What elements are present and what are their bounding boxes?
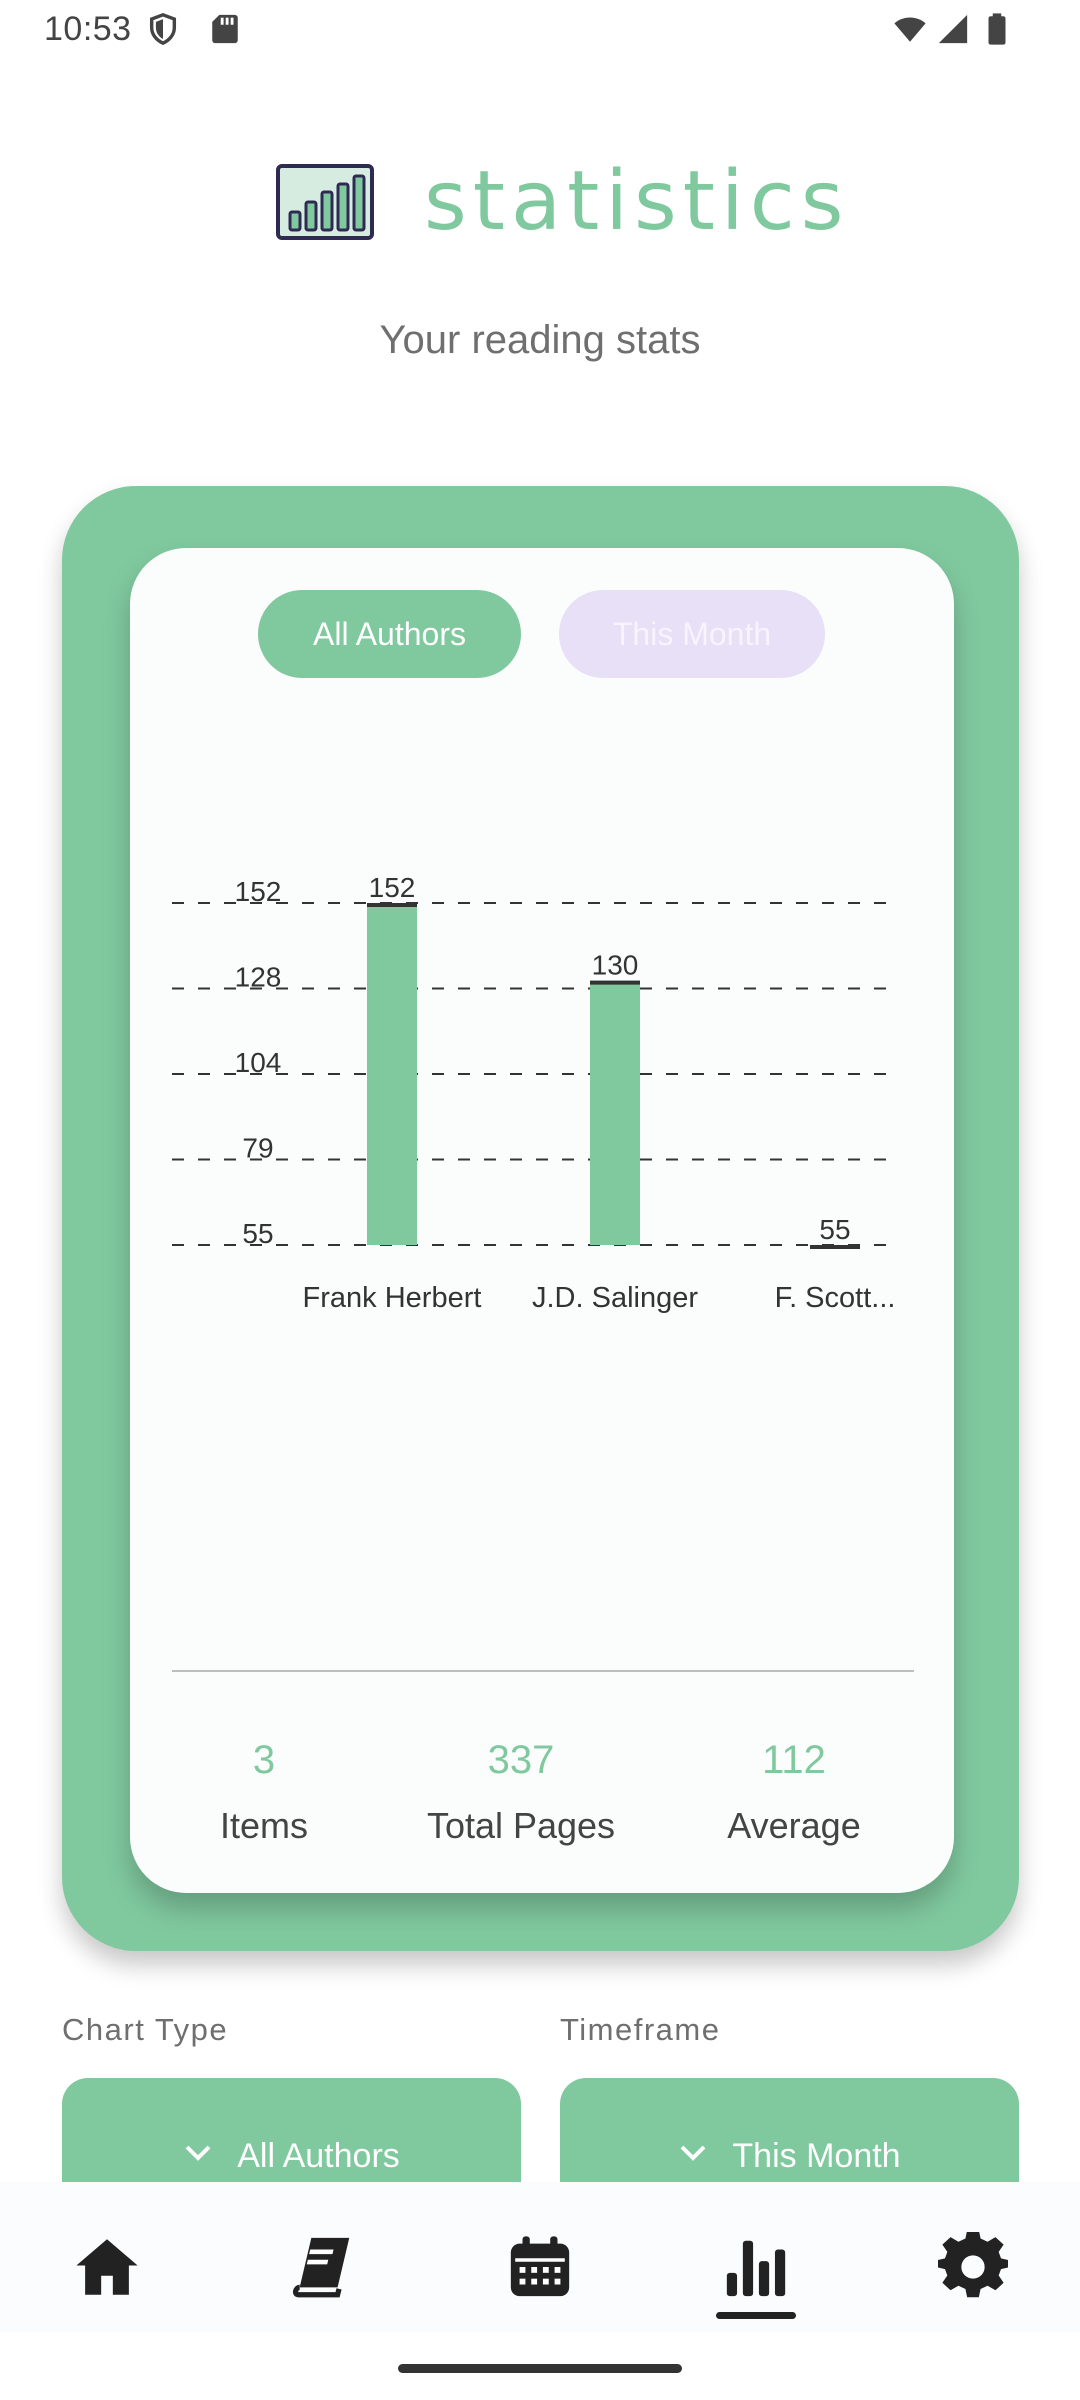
y-tick-label: 55 [242,1218,273,1249]
stats-card: All Authors This Month 152 128 104 79 55 152 F… [62,486,1019,1951]
average-stat: 112 Average [664,1738,924,1847]
sd-card-icon [212,14,238,44]
book-icon[interactable] [288,2232,358,2302]
stats-icon[interactable] [721,2232,791,2302]
x-category-label: F. Scott... [775,1282,896,1314]
stats-card-inner: All Authors This Month 152 128 104 79 55 152 F… [130,548,954,1893]
items-value: 3 [252,1738,276,1782]
total-pages-stat: 337 Total Pages [391,1738,651,1847]
data-label: 55 [819,1214,850,1245]
chevron-down-icon [678,2138,708,2170]
timeframe-dropdown[interactable]: This Month [560,2078,1019,2182]
active-tab-indicator [716,2312,796,2319]
bar [367,903,417,1245]
summary-divider [172,1670,914,1672]
settings-icon[interactable] [938,2232,1008,2302]
page-subtitle: Your reading stats [379,318,701,362]
bottom-navigation [0,2182,1080,2332]
x-category-label: J.D. Salinger [532,1282,698,1314]
chart-type-label: Chart Type [62,2012,229,2047]
chevron-down-icon [183,2138,213,2170]
timeframe-value: This Month [732,2137,901,2175]
bar [590,980,640,1245]
timeframe-pill[interactable]: This Month [559,590,825,678]
wifi-icon [894,17,926,42]
shield-icon [149,13,177,46]
average-label: Average [727,1805,861,1846]
status-bar: 10:53 [0,0,1080,64]
signal-icon [938,14,968,44]
items-stat: 3 Items [134,1738,394,1847]
bar-chart-icon [276,164,374,240]
y-tick-label: 79 [242,1133,273,1164]
y-tick-label: 104 [235,1047,282,1078]
average-value: 112 [762,1738,826,1782]
data-label: 152 [369,872,416,903]
y-tick-label: 128 [235,962,282,993]
status-time: 10:53 [44,10,132,48]
gesture-handle[interactable] [398,2364,682,2373]
items-label: Items [219,1805,308,1846]
page-title: statistics [424,154,850,249]
authors-bar-chart: 152 128 104 79 55 152 Frank Herbert 130 J.D. Sal… [172,872,900,1314]
total-pages-label: Total Pages [426,1805,616,1846]
x-category-label: Frank Herbert [303,1282,482,1314]
timeframe-label: Timeframe [560,2012,721,2047]
calendar-icon[interactable] [505,2232,575,2302]
page-header: statistics [0,150,1080,260]
data-label: 130 [592,950,639,981]
chart-type-pill[interactable]: All Authors [258,590,521,678]
chart-type-dropdown[interactable]: All Authors [62,2078,521,2182]
battery-icon [988,13,1006,45]
y-tick-label: 152 [235,876,282,907]
total-pages-value: 337 [487,1738,555,1782]
home-icon[interactable] [72,2232,142,2302]
chart-type-value: All Authors [237,2137,400,2175]
